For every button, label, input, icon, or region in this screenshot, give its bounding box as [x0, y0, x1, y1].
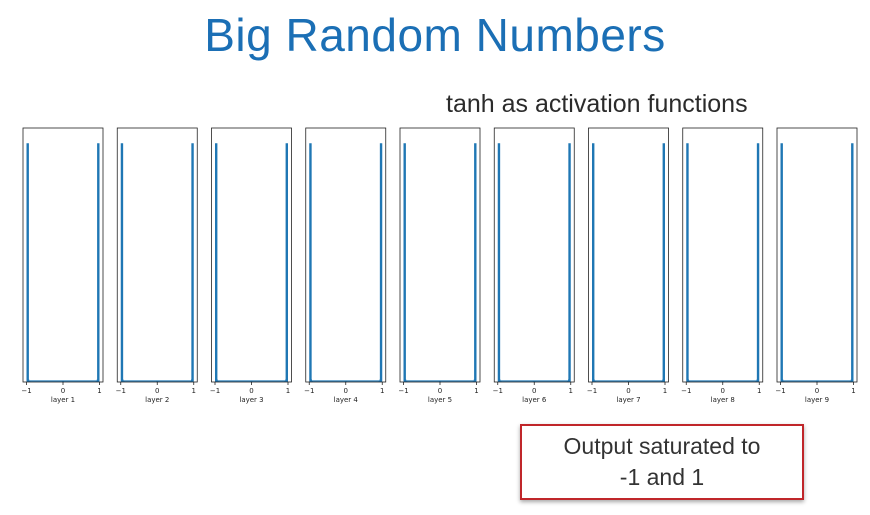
- x-tick-label: 0: [815, 387, 819, 395]
- histogram-bar: [780, 143, 783, 382]
- histogram-bar: [404, 379, 407, 382]
- layer-label: layer 1: [51, 396, 75, 404]
- layer-label: layer 7: [616, 396, 640, 404]
- histogram-bar: [285, 143, 288, 382]
- layer-label: layer 8: [711, 396, 735, 404]
- callout-box: Output saturated to -1 and 1: [520, 424, 804, 500]
- histogram-panel: −1 0 1 layer 1: [21, 127, 104, 404]
- x-tick-label: 0: [249, 387, 253, 395]
- histogram-bar: [781, 379, 784, 382]
- x-tick-label: 1: [851, 387, 855, 395]
- plot-frame: [493, 127, 575, 383]
- layer-label: layer 4: [334, 396, 359, 404]
- histogram-bar: [686, 143, 689, 382]
- x-tick-label: 1: [192, 387, 196, 395]
- layer-label: layer 5: [428, 396, 452, 404]
- plot-frame: [682, 127, 764, 383]
- histogram-bar: [191, 143, 194, 382]
- layer-label: layer 9: [805, 396, 829, 404]
- x-tick-label: −1: [304, 387, 314, 395]
- histogram-bar: [592, 143, 595, 382]
- x-tick-label: 0: [344, 387, 348, 395]
- plot-frame: [211, 127, 292, 383]
- layer-label: layer 6: [522, 396, 547, 404]
- histogram-bar: [120, 143, 124, 382]
- x-tick-label: 1: [663, 387, 667, 395]
- histogram-bar: [27, 379, 30, 382]
- x-tick-label: 1: [97, 387, 101, 395]
- histogram-bar: [756, 143, 760, 382]
- histogram-bar: [497, 143, 501, 382]
- x-tick-label: 0: [626, 387, 630, 395]
- histogram-bar: [26, 143, 29, 382]
- x-tick-label: 0: [155, 387, 159, 395]
- histogram-panel: −1 0 1 layer 7: [587, 127, 669, 404]
- histogram-bar: [662, 143, 665, 382]
- x-tick-label: 0: [532, 387, 536, 395]
- plot-frame: [305, 127, 387, 383]
- x-tick-label: −1: [681, 387, 691, 395]
- chart-subtitle: tanh as activation functions: [446, 90, 748, 118]
- histogram-panel: −1 0 1 layer 6: [493, 127, 575, 404]
- histogram-bar: [309, 143, 312, 382]
- x-tick-label: 0: [721, 387, 725, 395]
- histogram-bar: [215, 379, 218, 382]
- layer-label: layer 2: [145, 396, 169, 404]
- x-tick-label: 1: [286, 387, 290, 395]
- x-tick-label: 1: [757, 387, 761, 395]
- histogram-bar: [309, 379, 312, 382]
- x-tick-label: −1: [21, 387, 31, 395]
- histogram-bar: [592, 379, 595, 382]
- x-tick-label: −1: [398, 387, 408, 395]
- layer-label: layer 3: [239, 396, 263, 404]
- histogram-panel: −1 0 1 layer 8: [681, 127, 764, 404]
- plot-frame: [22, 127, 104, 383]
- histogram-bar: [498, 379, 501, 382]
- histogram-bar: [568, 143, 571, 382]
- callout-text: Output saturated to -1 and 1: [563, 432, 761, 490]
- x-tick-label: −1: [775, 387, 785, 395]
- x-tick-label: 1: [380, 387, 384, 395]
- histogram-bar: [474, 143, 477, 382]
- x-tick-label: −1: [116, 387, 126, 395]
- slide-title: Big Random Numbers: [204, 9, 666, 61]
- plot-frame: [116, 127, 198, 383]
- x-tick-label: 0: [438, 387, 442, 395]
- histogram-bar: [403, 143, 406, 382]
- histogram-bar: [686, 379, 689, 382]
- histogram-panel: −1 0 1 layer 9: [775, 127, 858, 404]
- x-tick-label: −1: [587, 387, 597, 395]
- histogram-bar: [851, 143, 854, 382]
- histogram-bar: [97, 143, 100, 382]
- x-tick-label: 0: [61, 387, 65, 395]
- plot-frame: [776, 127, 858, 383]
- plot-frame: [588, 127, 669, 383]
- plot-frame: [399, 127, 481, 383]
- histogram-grid: −1 0 1 layer 1 −1 0 1 layer 2 −1 0 1 layer 3 −1 0 1 lay…: [21, 127, 858, 404]
- histogram-panel: −1 0 1 layer 2: [116, 127, 198, 404]
- x-tick-label: −1: [493, 387, 503, 395]
- x-tick-label: 1: [474, 387, 478, 395]
- histogram-bar: [379, 143, 383, 382]
- histogram-panel: −1 0 1 layer 5: [398, 127, 481, 404]
- x-tick-label: 1: [569, 387, 573, 395]
- histogram-bar: [121, 379, 124, 382]
- histogram-panel: −1 0 1 layer 4: [304, 127, 387, 404]
- x-tick-label: −1: [210, 387, 220, 395]
- histogram-panel: −1 0 1 layer 3: [210, 127, 292, 404]
- histogram-bar: [215, 143, 218, 382]
